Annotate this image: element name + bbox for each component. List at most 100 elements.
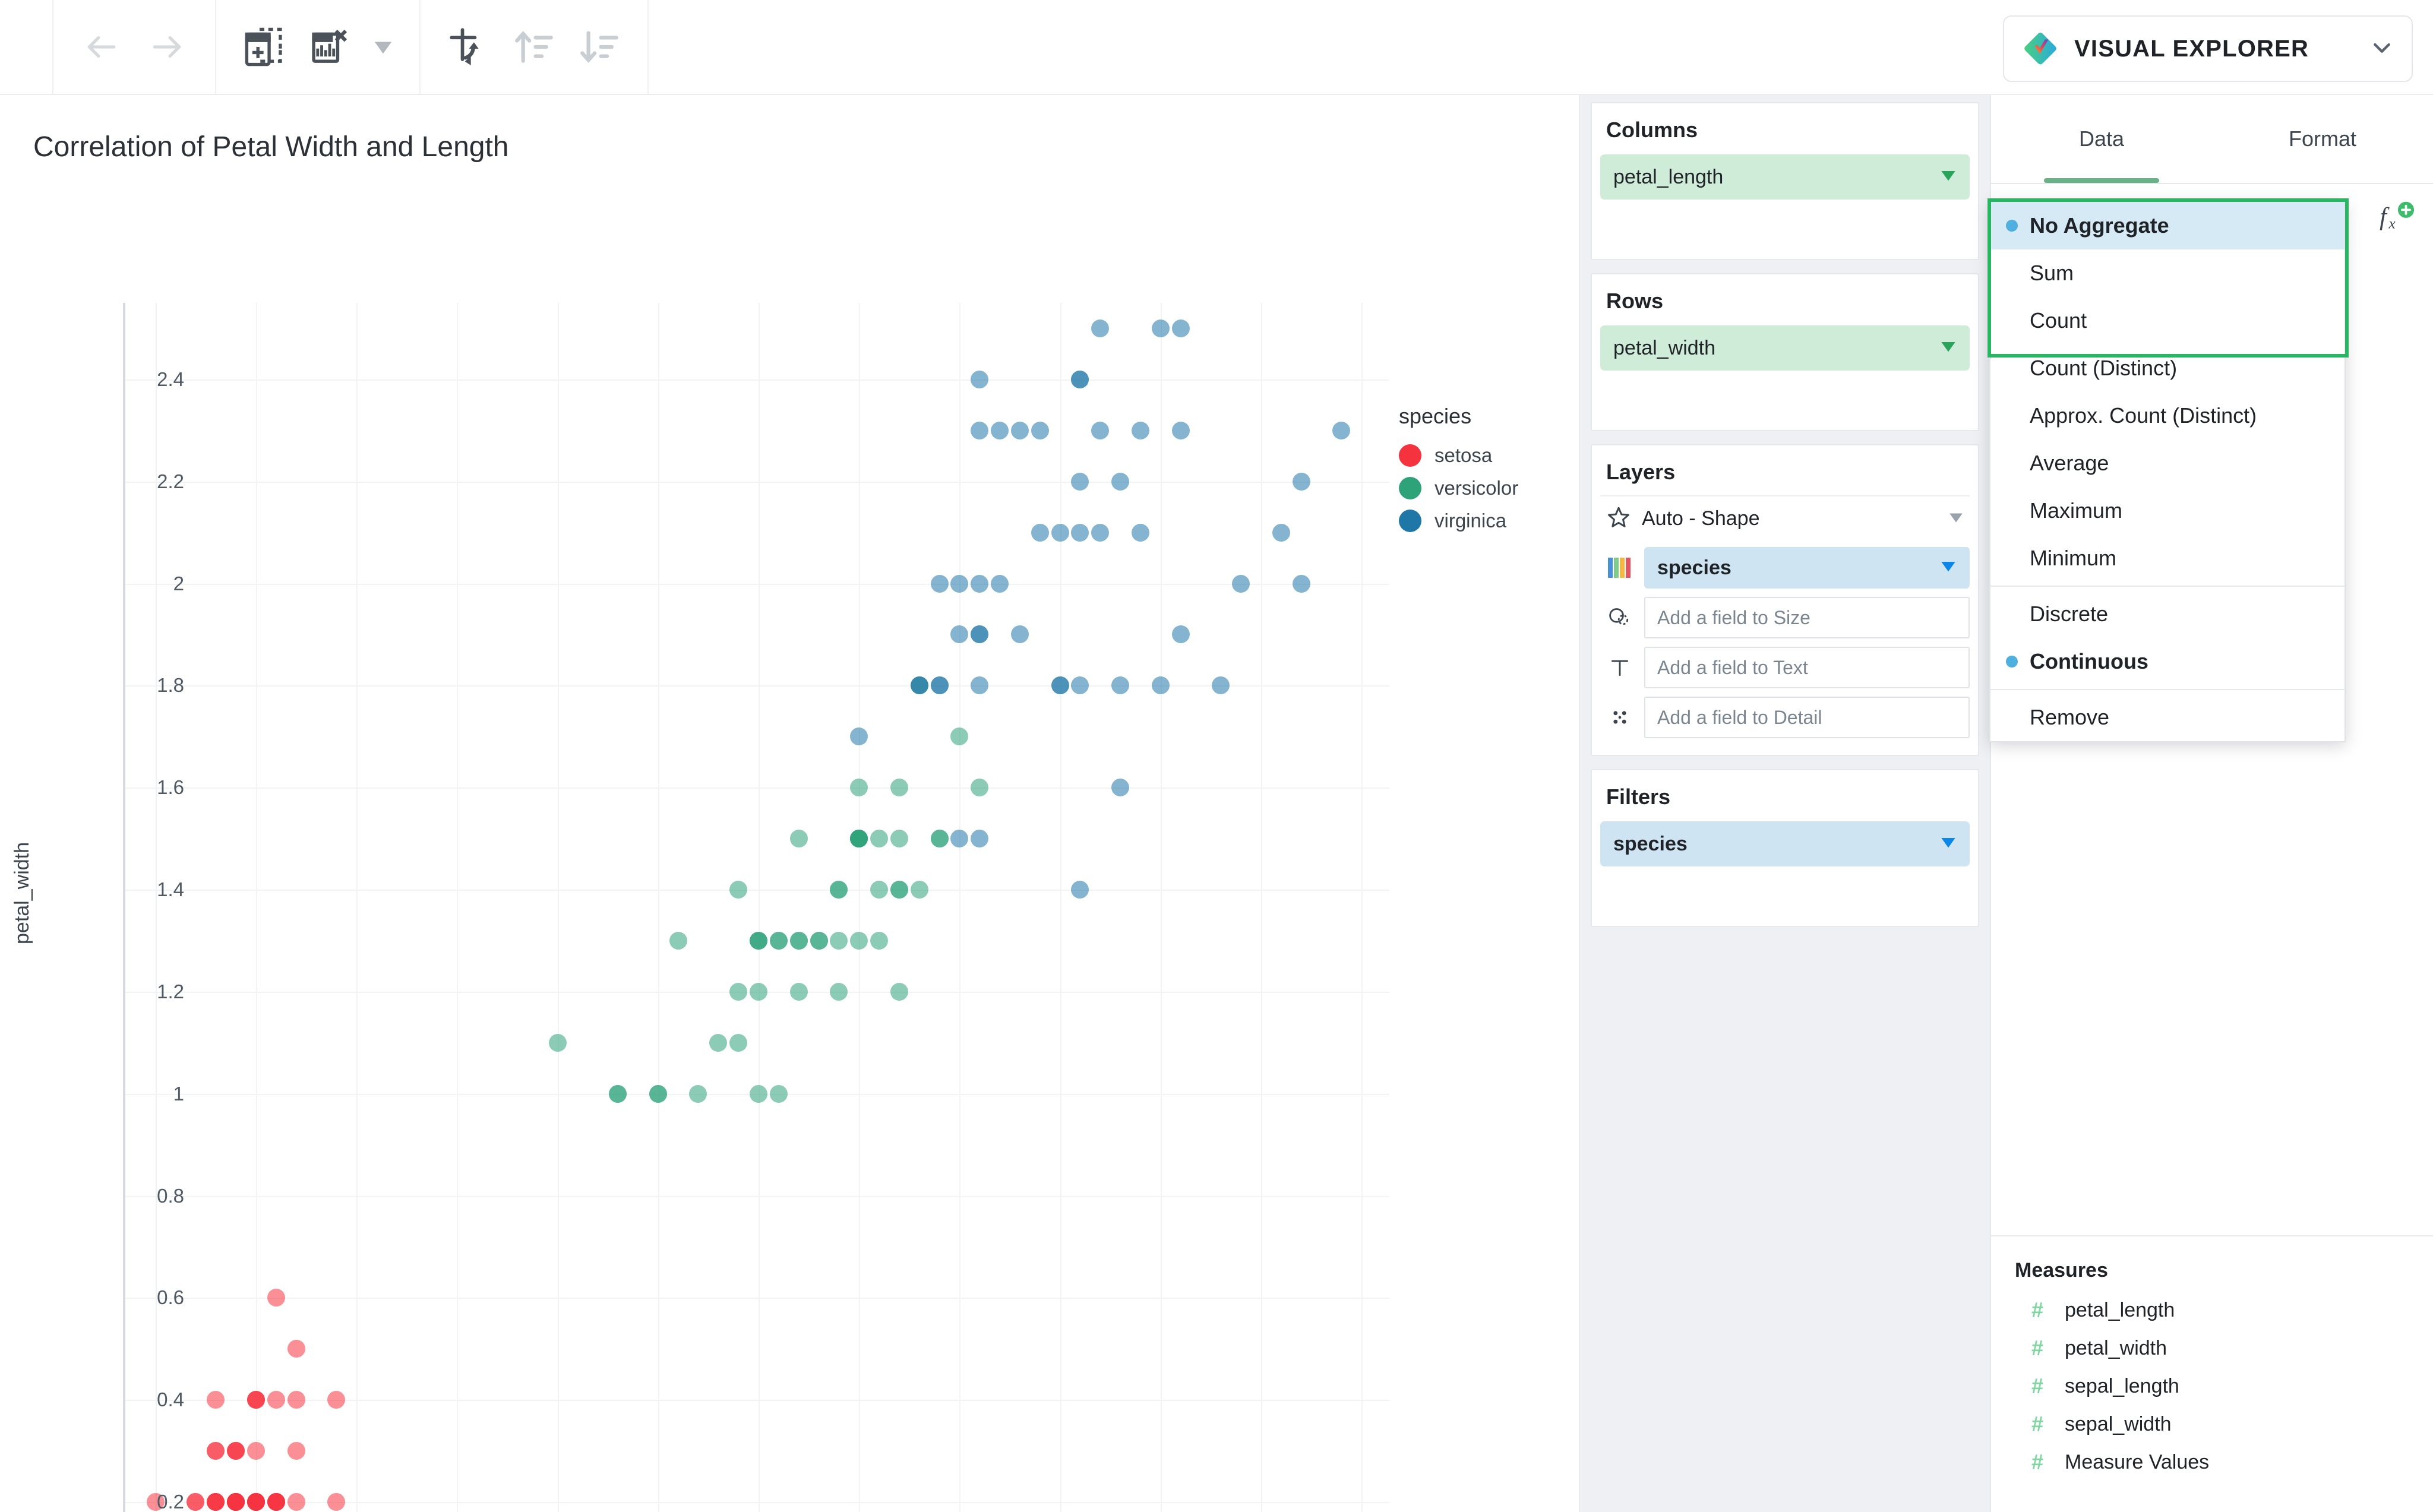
scatter-point[interactable]	[1332, 421, 1351, 439]
scatter-point[interactable]	[146, 1493, 165, 1511]
scatter-point[interactable]	[971, 830, 989, 848]
scatter-point[interactable]	[910, 676, 928, 695]
scatter-point[interactable]	[950, 830, 969, 848]
scatter-point[interactable]	[971, 625, 989, 644]
aggregate-menu-item[interactable]: Count	[1990, 297, 2344, 344]
scatter-point[interactable]	[689, 1084, 707, 1103]
scatter-point[interactable]	[1071, 676, 1089, 695]
scatter-point[interactable]	[1071, 523, 1089, 542]
sort-descending-icon[interactable]	[567, 14, 632, 80]
aggregate-menu-item[interactable]: Minimum	[1990, 534, 2344, 582]
scatter-point[interactable]	[287, 1442, 305, 1460]
scatter-point[interactable]	[327, 1391, 346, 1409]
scatter-point[interactable]	[850, 727, 868, 746]
scatter-point[interactable]	[971, 421, 989, 439]
aggregate-menu-item[interactable]: Continuous	[1990, 638, 2344, 685]
aggregate-menu-item[interactable]: Approx. Count (Distinct)	[1990, 392, 2344, 439]
scatter-point[interactable]	[1010, 625, 1029, 644]
scatter-point[interactable]	[1091, 421, 1110, 439]
scatter-point[interactable]	[1292, 472, 1310, 491]
aggregate-menu-item[interactable]: Sum	[1990, 249, 2344, 297]
scatter-point[interactable]	[267, 1391, 285, 1409]
clear-sheet-icon[interactable]	[297, 14, 362, 80]
scatter-point[interactable]	[609, 1084, 627, 1103]
scatter-point[interactable]	[227, 1442, 245, 1460]
scatter-point[interactable]	[1051, 676, 1069, 695]
scatter-point[interactable]	[1212, 676, 1230, 695]
scatter-point[interactable]	[729, 881, 748, 899]
scatter-point[interactable]	[870, 881, 889, 899]
detail-field-input[interactable]: Add a field to Detail	[1644, 697, 1970, 738]
text-field-input[interactable]: Add a field to Text	[1644, 647, 1970, 688]
scatter-point[interactable]	[769, 932, 788, 950]
measure-list-item[interactable]: # sepal_length	[2015, 1374, 2409, 1399]
scatter-point[interactable]	[1131, 523, 1149, 542]
scatter-point[interactable]	[971, 370, 989, 388]
caret-down-icon[interactable]	[1940, 833, 1957, 856]
scatter-point[interactable]	[267, 1493, 285, 1511]
scatter-point[interactable]	[1091, 319, 1110, 337]
swap-axes-icon[interactable]	[436, 14, 501, 80]
scatter-point[interactable]	[247, 1391, 265, 1409]
scatter-point[interactable]	[1272, 523, 1290, 542]
color-pill-species[interactable]: species	[1644, 547, 1970, 589]
tab-format[interactable]: Format	[2212, 95, 2433, 183]
scatter-point[interactable]	[207, 1391, 225, 1409]
scatter-point[interactable]	[890, 779, 908, 797]
scatter-point[interactable]	[950, 574, 969, 593]
scatter-point[interactable]	[1031, 523, 1049, 542]
scatter-point[interactable]	[1051, 523, 1069, 542]
create-calculated-field-icon[interactable]: f x	[2378, 200, 2415, 234]
scatter-point[interactable]	[1010, 421, 1029, 439]
scatter-plot-canvas[interactable]	[123, 303, 1389, 1512]
aggregate-menu-item[interactable]: Average	[1990, 439, 2344, 487]
measure-list-item[interactable]: # petal_width	[2015, 1336, 2409, 1361]
scatter-point[interactable]	[850, 932, 868, 950]
aggregate-menu-item[interactable]: No Aggregate	[1990, 202, 2344, 249]
scatter-point[interactable]	[750, 1084, 767, 1103]
scatter-point[interactable]	[548, 1033, 567, 1052]
scatter-point[interactable]	[207, 1493, 225, 1511]
scatter-point[interactable]	[769, 1084, 788, 1103]
filters-shelf-dropzone[interactable]	[1600, 866, 1970, 913]
scatter-point[interactable]	[1151, 676, 1170, 695]
filters-shelf[interactable]: Filters species	[1591, 769, 1979, 927]
scatter-point[interactable]	[1111, 676, 1130, 695]
scatter-point[interactable]	[267, 1289, 285, 1307]
scatter-point[interactable]	[287, 1340, 305, 1358]
scatter-point[interactable]	[789, 982, 808, 1001]
scatter-point[interactable]	[750, 982, 767, 1001]
scatter-point[interactable]	[1111, 779, 1130, 797]
measure-list-item[interactable]: # petal_length	[2015, 1298, 2409, 1323]
aggregate-menu-item[interactable]: Maximum	[1990, 487, 2344, 534]
scatter-point[interactable]	[930, 574, 949, 593]
scatter-point[interactable]	[870, 932, 889, 950]
scatter-point[interactable]	[750, 932, 767, 950]
scatter-point[interactable]	[1292, 574, 1310, 593]
aggregate-menu-item[interactable]: Discrete	[1990, 590, 2344, 638]
clear-caret-icon[interactable]	[362, 14, 404, 80]
scatter-point[interactable]	[850, 830, 868, 848]
scatter-point[interactable]	[1071, 472, 1089, 491]
scatter-point[interactable]	[247, 1493, 265, 1511]
caret-down-icon[interactable]	[1948, 510, 1964, 528]
legend-item[interactable]: versicolor	[1399, 477, 1518, 499]
mark-type-selector[interactable]: Auto - Shape	[1600, 495, 1970, 541]
scatter-point[interactable]	[830, 881, 848, 899]
scatter-point[interactable]	[789, 830, 808, 848]
scatter-point[interactable]	[247, 1442, 265, 1460]
scatter-point[interactable]	[850, 779, 868, 797]
scatter-point[interactable]	[890, 830, 908, 848]
scatter-point[interactable]	[729, 1033, 748, 1052]
scatter-point[interactable]	[1171, 421, 1190, 439]
columns-shelf[interactable]: Columns petal_length	[1591, 102, 1979, 260]
scatter-point[interactable]	[991, 421, 1009, 439]
scatter-point[interactable]	[287, 1391, 305, 1409]
scatter-point[interactable]	[950, 727, 969, 746]
filter-pill-species[interactable]: species	[1600, 821, 1970, 866]
aggregate-context-menu[interactable]: No Aggregate Sum Count Count (Distinct) Appr…	[1989, 201, 2346, 742]
scatter-point[interactable]	[287, 1493, 305, 1511]
scatter-point[interactable]	[930, 830, 949, 848]
scatter-point[interactable]	[187, 1493, 205, 1511]
scatter-point[interactable]	[207, 1442, 225, 1460]
